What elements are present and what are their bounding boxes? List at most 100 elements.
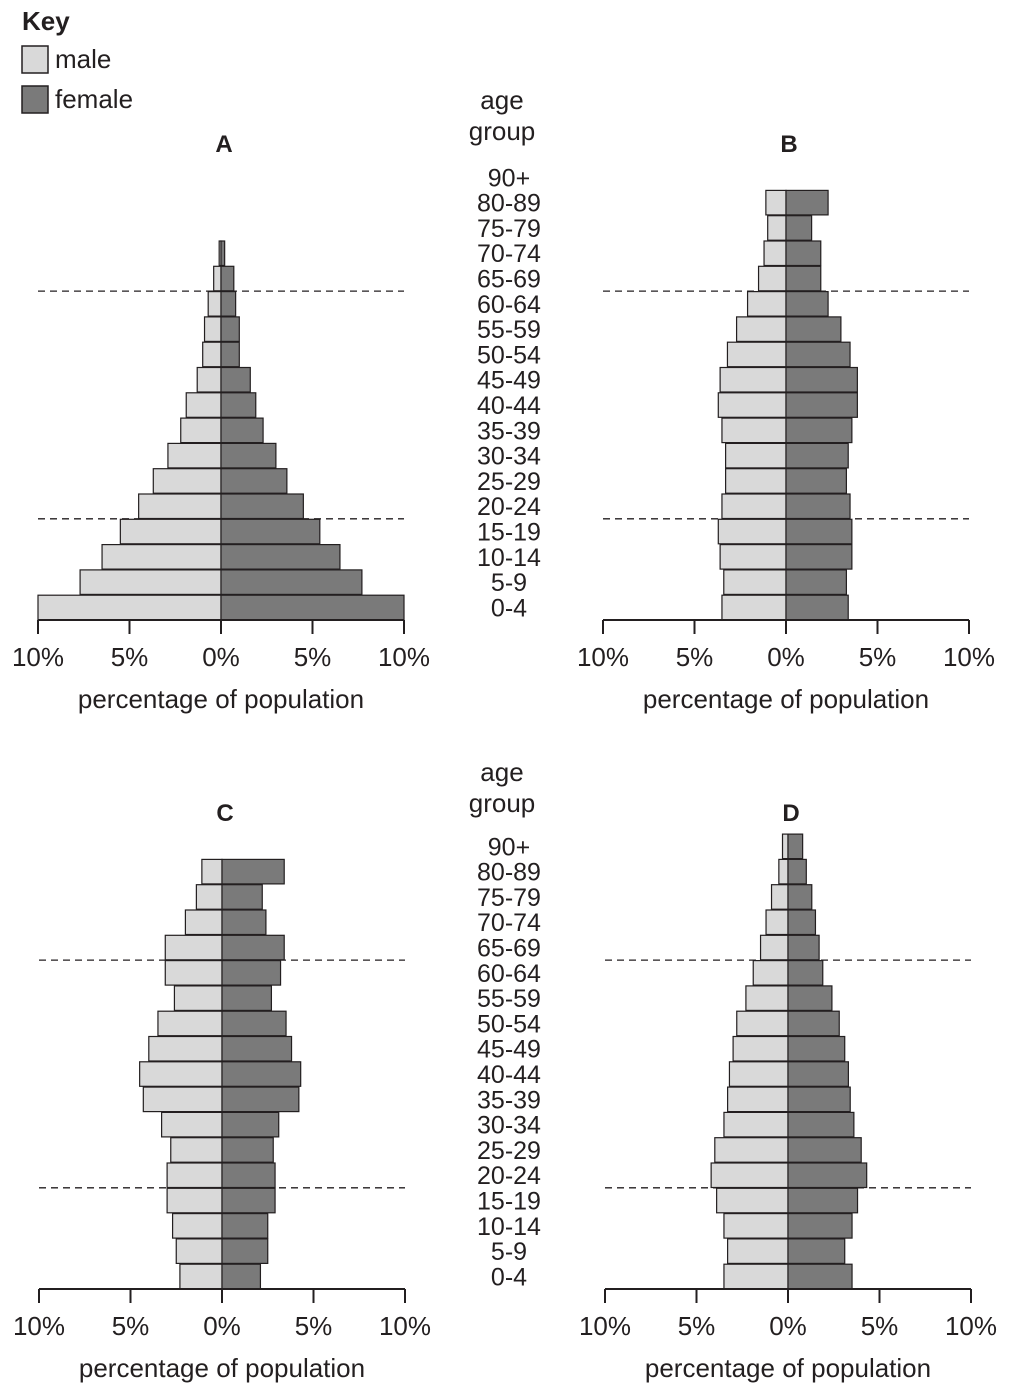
bar-male [201, 858, 223, 885]
bar-male [202, 341, 222, 368]
bar-female [220, 341, 240, 368]
bar-male [171, 1212, 223, 1239]
bar-female [221, 959, 282, 986]
bar-female [220, 594, 405, 621]
age-group-label: 45-49 [477, 367, 541, 395]
bar-male [213, 265, 222, 292]
bar-female [221, 1111, 280, 1138]
age-group-label: 20-24 [477, 1162, 541, 1190]
bar-male [166, 1187, 223, 1214]
x-tick-label: 0% [203, 1311, 241, 1341]
charts-layer: A 10% 5% 0% 5% 10% percentage of population B 10… [12, 131, 997, 1383]
age-group-heading-line-1: age [480, 85, 523, 115]
bar-female [787, 1212, 853, 1239]
bar-female [787, 1111, 855, 1138]
bar-male [770, 884, 789, 910]
bar-male [719, 543, 787, 570]
age-group-label: 35-39 [477, 417, 541, 445]
bar-female [785, 240, 822, 267]
key-title: Key [22, 6, 70, 36]
bar-male [180, 417, 222, 444]
bar-female [220, 291, 237, 317]
x-tick-label: 5% [111, 642, 149, 672]
x-tick-label: 10% [945, 1311, 997, 1341]
bar-female [220, 468, 288, 494]
bar-female [221, 1162, 276, 1189]
bar-female [785, 543, 853, 570]
age-group-label: 80-89 [477, 190, 541, 218]
bar-female [785, 417, 853, 444]
bar-female [221, 1263, 262, 1290]
bar-male [736, 1010, 789, 1037]
bar-female [785, 265, 822, 292]
bar-female [221, 985, 273, 1012]
x-tick-label: 10% [943, 642, 995, 672]
bar-male [745, 985, 789, 1012]
x-tick-label: 5% [676, 642, 714, 672]
bar-male [757, 265, 787, 292]
age-group-label: 25-29 [477, 1137, 541, 1165]
bar-female [221, 884, 263, 910]
x-tick-label: 0% [769, 1311, 807, 1341]
age-group-label: 40-44 [477, 1061, 541, 1089]
bar-male [179, 1263, 223, 1290]
age-group-label: 45-49 [477, 1036, 541, 1064]
bar-female [787, 884, 813, 910]
bar-male [710, 1162, 789, 1189]
x-tick-label: 10% [379, 1311, 431, 1341]
age-group-label: 30-34 [477, 443, 541, 471]
bar-male [139, 1061, 223, 1087]
pyramid-chart-b: B 10% 5% 0% 5% 10% percentage of population [577, 131, 995, 714]
bar-female [785, 392, 858, 418]
age-group-label: 25-29 [477, 468, 541, 496]
age-group-label: 90+ [488, 833, 530, 861]
bar-female [785, 341, 851, 368]
bar-male [166, 1162, 223, 1189]
x-tick-label: 10% [579, 1311, 631, 1341]
age-group-label: 5-9 [491, 1238, 527, 1266]
age-group-heading-line-2: group [469, 788, 536, 818]
bar-male [148, 1035, 223, 1062]
bar-male [721, 417, 787, 444]
bar-male [184, 909, 223, 936]
key-male-label: male [55, 44, 111, 74]
age-group-label: 50-54 [477, 1010, 541, 1038]
bar-female [785, 215, 813, 241]
bar-female [220, 392, 257, 418]
bar-female [785, 442, 849, 469]
x-tick-label: 10% [13, 1311, 65, 1341]
age-group-label: 10-14 [477, 1213, 541, 1241]
age-group-heading-line-2: group [469, 116, 536, 146]
age-group-label: 10-14 [477, 544, 541, 572]
bar-male [752, 959, 789, 986]
age-group-label: 60-64 [477, 960, 541, 988]
bar-male [767, 215, 787, 241]
bar-female [221, 1010, 287, 1037]
x-tick-label: 5% [112, 1311, 150, 1341]
bar-male [164, 934, 223, 961]
x-tick-label: 5% [295, 1311, 333, 1341]
age-group-label: 40-44 [477, 392, 541, 420]
age-group-label: 50-54 [477, 341, 541, 369]
bar-male [119, 518, 222, 545]
bar-male [778, 858, 789, 885]
bar-male [714, 1137, 789, 1163]
bar-female [220, 518, 321, 545]
bar-male [79, 569, 222, 596]
bar-male [723, 1111, 789, 1138]
age-group-labels: 0-45-910-1415-1920-2425-2930-3435-3940-4… [477, 164, 541, 622]
age-group-label: 35-39 [477, 1086, 541, 1114]
bar-female [221, 1137, 274, 1163]
bar-male [167, 442, 222, 469]
age-group-heading-top: age group [469, 85, 536, 146]
bar-male [721, 594, 787, 621]
bar-male [721, 493, 787, 520]
key-male-swatch [21, 45, 49, 74]
bar-male [725, 442, 787, 469]
bar-male [173, 985, 223, 1012]
age-group-label: 0-4 [491, 1263, 527, 1291]
chart-title: C [216, 800, 233, 827]
bar-male [716, 1187, 789, 1214]
chart-title: D [782, 800, 799, 827]
bar-female [220, 316, 240, 342]
